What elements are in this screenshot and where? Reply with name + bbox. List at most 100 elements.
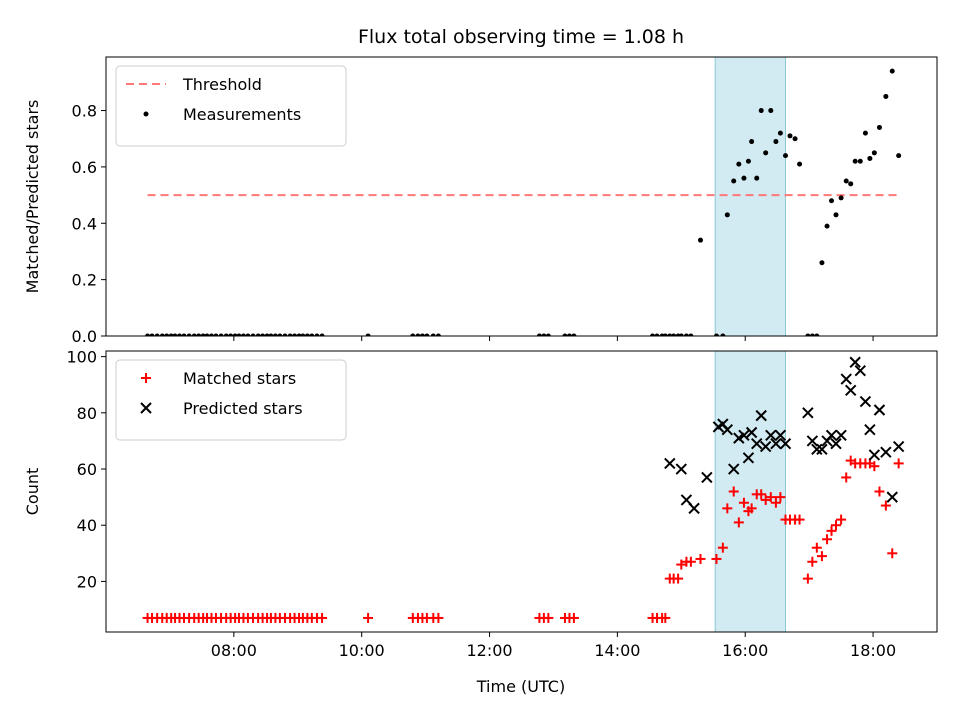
- series-top-1-point: [200, 333, 206, 336]
- series-top-1-point: [848, 181, 854, 187]
- series-top-1-point: [819, 260, 825, 266]
- series-top-1-point: [168, 333, 174, 336]
- series-bottom-1-point: [880, 446, 892, 458]
- series-top-1: [145, 68, 902, 336]
- y-axis-label-bottom: Count: [23, 468, 42, 516]
- series-bottom-1-point: [868, 449, 881, 461]
- series-bottom-1-point: [835, 429, 847, 442]
- series-top-1-point: [566, 333, 572, 336]
- legend-swatch-top-1: [143, 111, 149, 117]
- series-bottom-1-point: [844, 384, 857, 397]
- series-top-1-point: [852, 158, 858, 164]
- series-bottom-0-point: [756, 489, 767, 500]
- panel-top: 0.0 0.2 0.4 0.6 0.8 Matched/Predicted stars Th…: [23, 56, 938, 346]
- series-bottom-0-point: [695, 553, 706, 564]
- series-bottom-1-point: [816, 443, 828, 456]
- series-top-1-point: [430, 333, 436, 336]
- series-top-1-point: [250, 333, 256, 336]
- series-top-1-point: [720, 333, 726, 336]
- series-bottom-0-point: [826, 525, 837, 536]
- series-top-1-point: [724, 212, 730, 218]
- y-tick-label-top: 0.0: [72, 327, 97, 346]
- series-bottom-0-point: [717, 542, 728, 553]
- series-top-1-point: [876, 124, 882, 130]
- series-top-1-point: [208, 333, 214, 336]
- x-tick-label: 18:00: [850, 641, 896, 660]
- series-bottom-0-point: [869, 461, 880, 472]
- series-top-1-point: [541, 333, 547, 336]
- series-bottom-1-point: [738, 429, 750, 442]
- panel-bottom: 08:00 10:00 12:00 14:00 16:00 18:00 20 40 60 80 10…: [23, 348, 938, 660]
- series-bottom-0-point: [807, 556, 818, 567]
- series-bottom-0-point: [711, 553, 722, 564]
- series-bottom-1-point: [892, 440, 905, 453]
- series-bottom-1-point: [745, 426, 758, 439]
- series-top-1-point: [177, 333, 183, 336]
- series-bottom-1-point: [675, 463, 688, 475]
- series-bottom-0-point: [685, 556, 696, 567]
- series-top-1-point: [213, 333, 219, 336]
- series-bottom-0-point: [770, 497, 781, 508]
- series-top-1-point: [172, 333, 178, 336]
- series-top-1-point: [773, 139, 779, 145]
- series-top-1-point: [736, 161, 742, 167]
- series-top-1-point: [697, 237, 703, 243]
- series-top-1-point: [287, 333, 293, 336]
- series-top-1-point: [792, 136, 798, 142]
- highlight-span-bottom: [714, 350, 787, 633]
- series-top-1-point: [228, 333, 234, 336]
- series-layer-top: [145, 68, 902, 336]
- series-top-1-point: [232, 333, 238, 336]
- x-axis-label: Time (UTC): [476, 677, 565, 696]
- series-top-1-point: [745, 158, 751, 164]
- series-bottom-1-point: [755, 409, 767, 422]
- series-top-1-point: [758, 108, 764, 114]
- series-top-1-point: [277, 333, 283, 336]
- series-top-1-point: [260, 333, 266, 336]
- series-top-1-point: [292, 333, 298, 336]
- series-top-1-point: [857, 158, 863, 164]
- series-top-1-point: [683, 333, 689, 336]
- y-tick-label-top: 0.2: [72, 271, 97, 290]
- series-bottom-1-point: [688, 502, 700, 515]
- legend-box-top: [115, 65, 347, 147]
- series-top-1-point: [236, 333, 242, 336]
- series-top-1-point: [889, 68, 895, 74]
- series-bottom-1-point: [811, 443, 823, 456]
- series-top-1-point: [309, 333, 315, 336]
- legend-label-top-1: Measurements: [183, 105, 301, 124]
- series-bottom-0-point: [794, 514, 805, 525]
- series-bottom-0-point: [836, 514, 847, 525]
- series-bottom-0-point: [775, 492, 786, 503]
- series-top-1-point: [797, 161, 803, 167]
- y-tick-label-top: 0.8: [72, 102, 97, 121]
- series-top-1-point: [264, 333, 270, 336]
- series-top-1-point: [829, 198, 835, 204]
- y-axis-label-top: Matched/Predicted stars: [23, 100, 42, 294]
- series-bottom-0-point: [874, 486, 885, 497]
- y-tick-label-bottom: 20: [77, 572, 97, 591]
- series-bottom-1-point: [806, 435, 819, 447]
- series-top-1-point: [435, 333, 441, 336]
- series-bottom-1-point: [859, 395, 872, 408]
- series-bottom-1-point: [825, 429, 838, 442]
- series-bottom-0-point: [660, 612, 671, 623]
- legend-box-bottom: [115, 359, 347, 441]
- series-bottom-0: [142, 455, 904, 623]
- series-top-1-point: [272, 333, 278, 336]
- series-top-1-point: [545, 333, 551, 336]
- series-bottom-0-point: [738, 497, 749, 508]
- series-top-1-point: [268, 333, 274, 336]
- series-top-1-point: [783, 153, 789, 159]
- series-bottom-0-point: [673, 573, 684, 584]
- series-top-1-point: [777, 130, 783, 136]
- series-bottom-1-point: [802, 407, 814, 419]
- series-bottom-0-point: [760, 494, 771, 505]
- series-top-1-point: [787, 133, 793, 139]
- legend-swatch-bottom-1: [140, 402, 152, 414]
- series-bottom-0-point: [317, 612, 328, 623]
- series-bottom-1-point: [770, 438, 782, 450]
- series-top-1-point: [731, 178, 737, 184]
- series-top-1-point: [867, 155, 873, 161]
